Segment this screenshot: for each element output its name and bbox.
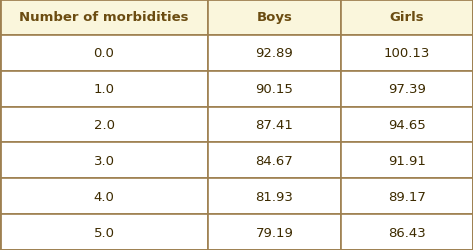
Text: 100.13: 100.13: [384, 47, 430, 60]
Bar: [208, 107, 341, 143]
Text: Number of morbidities: Number of morbidities: [19, 12, 189, 24]
Text: Boys: Boys: [256, 12, 292, 24]
Text: 87.41: 87.41: [255, 118, 293, 132]
Bar: [0, 178, 208, 214]
Text: 90.15: 90.15: [255, 83, 293, 96]
Bar: [0, 143, 208, 178]
Bar: [341, 36, 473, 72]
Bar: [0, 0, 208, 36]
Text: 86.43: 86.43: [388, 226, 426, 238]
Bar: [208, 143, 341, 178]
Text: Girls: Girls: [389, 12, 424, 24]
Bar: [341, 107, 473, 143]
Bar: [0, 72, 208, 107]
Bar: [208, 36, 341, 72]
Bar: [208, 72, 341, 107]
Bar: [341, 72, 473, 107]
Bar: [341, 143, 473, 178]
Text: 97.39: 97.39: [388, 83, 426, 96]
Text: 89.17: 89.17: [388, 190, 426, 203]
Text: 91.91: 91.91: [388, 154, 426, 167]
Text: 2.0: 2.0: [94, 118, 114, 132]
Bar: [208, 178, 341, 214]
Text: 1.0: 1.0: [94, 83, 114, 96]
Text: 5.0: 5.0: [94, 226, 114, 238]
Text: 84.67: 84.67: [255, 154, 293, 167]
Bar: [341, 178, 473, 214]
Bar: [0, 214, 208, 250]
Text: 79.19: 79.19: [255, 226, 293, 238]
Bar: [341, 0, 473, 36]
Text: 0.0: 0.0: [94, 47, 114, 60]
Text: 4.0: 4.0: [94, 190, 114, 203]
Bar: [341, 214, 473, 250]
Bar: [208, 214, 341, 250]
Bar: [0, 107, 208, 143]
Text: 92.89: 92.89: [255, 47, 293, 60]
Text: 81.93: 81.93: [255, 190, 293, 203]
Bar: [0, 36, 208, 72]
Text: 3.0: 3.0: [94, 154, 114, 167]
Text: 94.65: 94.65: [388, 118, 426, 132]
Bar: [208, 0, 341, 36]
